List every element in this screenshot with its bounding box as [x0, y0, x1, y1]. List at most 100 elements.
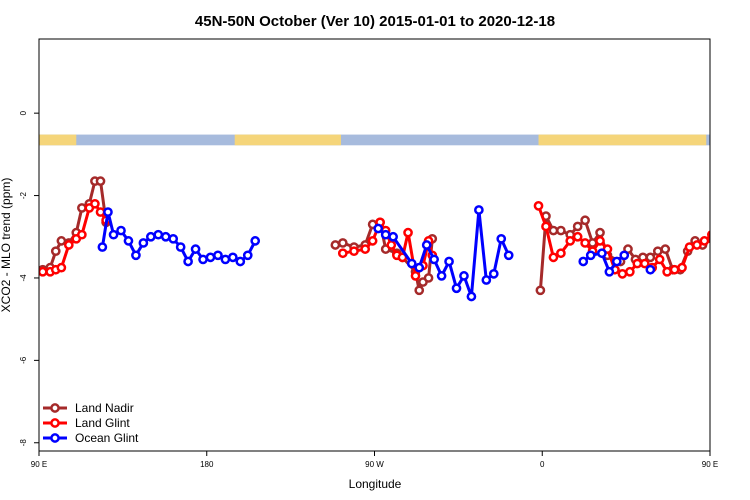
data-point [220, 254, 231, 265]
data-point [660, 244, 671, 254]
data-point [242, 250, 253, 261]
data-point [459, 271, 469, 281]
data-point [168, 233, 179, 244]
data-point [714, 206, 721, 213]
y-tick-label: -2 [19, 191, 28, 199]
x-tick-label: 90 E [31, 460, 47, 469]
legend-label: Ocean Glint [75, 431, 139, 445]
data-point [732, 178, 739, 185]
land-band-segment [538, 134, 707, 146]
data-point [719, 198, 726, 205]
legend-marker [50, 418, 60, 428]
data-point [95, 207, 106, 217]
data-point [360, 244, 371, 254]
data-point [63, 240, 74, 250]
x-axis-label: Longitude [349, 477, 402, 491]
data-point [77, 203, 87, 213]
data-point [734, 243, 741, 250]
land-band-segment [234, 134, 341, 146]
data-point [97, 242, 108, 252]
data-point [585, 250, 596, 261]
data-point [116, 225, 126, 236]
data-point [337, 238, 348, 248]
data-point [578, 256, 589, 267]
x-tick-label: 180 [200, 460, 214, 469]
data-point [414, 285, 425, 296]
data-point [108, 229, 119, 240]
data-point [727, 178, 734, 185]
data-point [692, 240, 702, 250]
data-point [56, 262, 67, 273]
data-point [103, 207, 113, 217]
data-point [662, 266, 672, 277]
data-point [535, 285, 546, 296]
data-point [138, 238, 149, 248]
data-point [684, 242, 695, 252]
y-axis-label: XCO2 - MLO trend (ppm) [0, 178, 13, 313]
y-tick-label: -8 [19, 439, 28, 447]
data-point [645, 252, 656, 263]
data-point [611, 256, 622, 267]
series-line [42, 179, 108, 272]
legend-label: Land Nadir [75, 401, 134, 415]
data-point [337, 248, 348, 259]
data-point [56, 236, 67, 246]
data-point [632, 258, 643, 269]
data-point [349, 246, 359, 257]
data-point [669, 264, 680, 275]
data-point [205, 252, 216, 263]
data-point [373, 223, 384, 234]
data-point [617, 268, 628, 279]
data-point [556, 225, 566, 236]
data-point [738, 219, 745, 226]
data-point [580, 215, 590, 226]
data-point [436, 271, 447, 281]
data-point [707, 230, 710, 240]
legend-label: Land Glint [75, 416, 130, 430]
data-point [677, 262, 687, 273]
data-point [39, 266, 48, 277]
data-point [548, 225, 559, 236]
data-point [131, 250, 141, 261]
data-point [95, 176, 106, 186]
data-point [466, 291, 477, 302]
data-point [496, 233, 507, 244]
x-tick-label: 90 W [365, 460, 384, 469]
data-point [474, 205, 484, 215]
x-tick-label: 0 [540, 460, 545, 469]
data-point [227, 252, 238, 263]
data-point [123, 236, 134, 246]
data-point [654, 254, 665, 265]
data-point [597, 248, 607, 259]
y-tick-label: 0 [19, 110, 28, 115]
data-point [367, 236, 378, 246]
data-point [175, 242, 186, 252]
y-tick-label: -6 [19, 356, 28, 364]
series-line [738, 212, 750, 255]
data-point [714, 204, 721, 211]
data-point [380, 229, 391, 240]
y-tick-label: -4 [19, 274, 28, 282]
data-point [595, 236, 605, 246]
data-point [213, 250, 223, 261]
data-point [423, 273, 434, 283]
data-point [604, 266, 615, 277]
ocean-band [39, 134, 710, 146]
data-point [556, 248, 566, 259]
data-point [429, 254, 439, 265]
legend-marker [50, 433, 60, 443]
data-point [198, 254, 208, 265]
data-point [451, 283, 462, 294]
data-point [488, 268, 499, 279]
data-point [145, 231, 156, 242]
data-point [619, 250, 630, 261]
data-point [699, 236, 710, 246]
data-point [533, 201, 544, 211]
data-point [235, 256, 246, 267]
x-tick-label: 90 E [702, 460, 718, 469]
data-point [572, 221, 583, 232]
data-point [548, 252, 559, 263]
land-band-segment [716, 135, 742, 146]
